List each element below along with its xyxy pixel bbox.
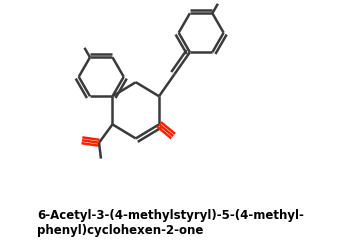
Text: 6-Acetyl-3-(4-methylstyryl)-5-(4-methyl-
phenyl)cyclohexen-2-one: 6-Acetyl-3-(4-methylstyryl)-5-(4-methyl-… (37, 209, 304, 237)
